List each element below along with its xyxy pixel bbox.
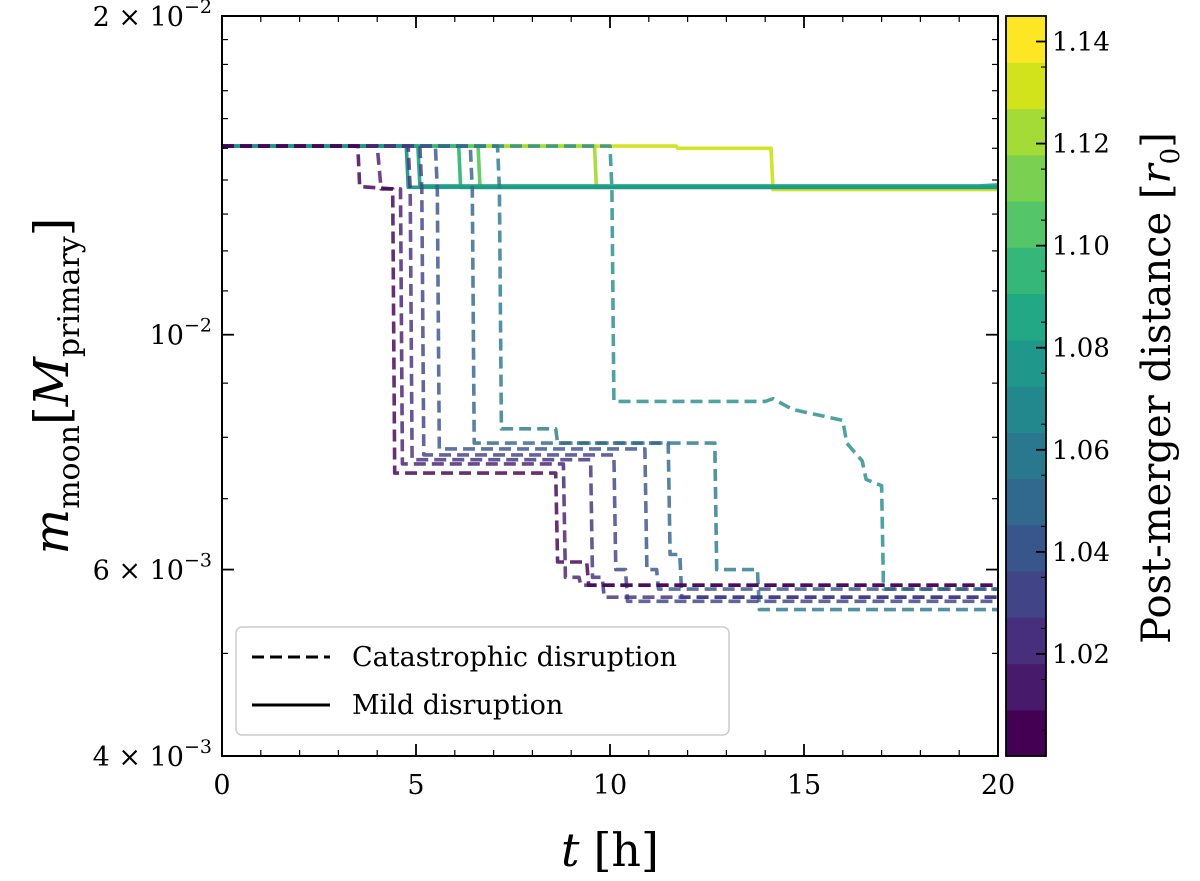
colorbar-segment-9 — [1006, 293, 1046, 341]
y-axis-unit-subscript: primary — [52, 236, 87, 357]
y-tick-label-0: 2 × 10−2 — [93, 0, 212, 33]
colorbar-segment-7 — [1006, 386, 1046, 433]
colorbar-segment-14 — [1006, 62, 1046, 110]
catastrophic-series-6 — [222, 144, 998, 591]
colorbar-title-text: Post-merger distance [ — [1134, 183, 1180, 643]
x-axis-title: t [h] — [561, 823, 659, 877]
y-tick-label-2: 6 × 10−3 — [93, 550, 212, 587]
colorbar-tick-label-5: 1.12 — [1052, 130, 1110, 160]
colorbar-title-subscript: 0 — [1156, 148, 1186, 165]
x-ticks: 0 5 10 15 20 — [213, 16, 1015, 801]
colorbar-segment-11 — [1006, 201, 1046, 248]
colorbar-segment-10 — [1006, 247, 1046, 295]
colorbar-frame — [1005, 15, 1047, 757]
y-axis-title: mmoon[Mprimary] — [24, 218, 87, 555]
colorbar-segment-8 — [1006, 339, 1046, 387]
x-tick-label-4: 20 — [981, 770, 1015, 801]
colorbar-segment-6 — [1006, 432, 1046, 480]
x-tick-label-0: 0 — [213, 770, 230, 801]
colorbar-tick-label-1: 1.04 — [1052, 538, 1110, 568]
y-ticks: 2 × 10−2 10−2 6 × 10−3 4 × 10−3 — [93, 0, 998, 773]
colorbar — [1005, 15, 1047, 757]
colorbar-segment-1 — [1006, 663, 1046, 711]
colorbar-segment-4 — [1006, 524, 1046, 572]
legend-box — [235, 626, 730, 736]
catastrophic-series-9 — [222, 144, 998, 591]
y-tick-label-3: 4 × 10−3 — [93, 736, 212, 773]
colorbar-tick-label-2: 1.06 — [1052, 436, 1110, 466]
colorbar-segment-15 — [1006, 16, 1046, 63]
x-tick-label-3: 15 — [787, 770, 821, 801]
svg-text:mmoon[Mprimary]: mmoon[Mprimary] — [24, 218, 87, 555]
catastrophic-series-13 — [222, 144, 998, 587]
colorbar-segment-13 — [1006, 108, 1046, 156]
x-tick-label-1: 5 — [407, 770, 424, 801]
catastrophic-series-7 — [222, 144, 998, 612]
colorbar-title: Post-merger distance [r0] — [1134, 132, 1186, 644]
colorbar-segment-0 — [1006, 709, 1046, 757]
colorbar-title-bracket: ] — [1134, 132, 1180, 148]
y-tick-label-1: 10−2 — [150, 315, 212, 352]
colorbar-tick-label-4: 1.10 — [1052, 232, 1110, 262]
colorbar-segment-5 — [1006, 478, 1046, 526]
y-axis-subscript: moon — [52, 425, 87, 509]
x-axis-unit: [h] — [593, 823, 659, 877]
catastrophic-series-12 — [222, 144, 998, 587]
y-axis-bracket-open: [ — [24, 406, 80, 425]
colorbar-tick-label-3: 1.08 — [1052, 334, 1110, 364]
colorbar-tick-label-6: 1.14 — [1052, 28, 1110, 58]
x-tick-label-2: 10 — [593, 770, 627, 801]
x-axis-symbol: t — [561, 823, 580, 877]
colorbar-segment-3 — [1006, 571, 1046, 618]
colorbar-ticks: 1.02 1.04 1.06 1.08 1.10 1.12 1.14 — [1036, 28, 1110, 732]
colorbar-tick-label-0: 1.02 — [1052, 640, 1110, 670]
legend: Catastrophic disruption Mild disruption — [235, 626, 730, 736]
catastrophic-series-11 — [222, 144, 998, 599]
series-layer — [222, 144, 998, 612]
colorbar-segment-2 — [1006, 617, 1046, 665]
colorbar-title-symbol: r — [1134, 161, 1180, 183]
legend-label-catastrophic: Catastrophic disruption — [352, 642, 677, 673]
legend-label-mild: Mild disruption — [352, 690, 563, 721]
y-axis-bracket-close: ] — [24, 218, 80, 237]
svg-text:Post-merger distance [r0]: Post-merger distance [r0] — [1134, 132, 1186, 644]
y-axis-symbol: m — [24, 509, 80, 555]
catastrophic-series-8 — [222, 144, 998, 599]
y-axis-unit-symbol: M — [24, 355, 80, 407]
colorbar-segment-12 — [1006, 154, 1046, 202]
